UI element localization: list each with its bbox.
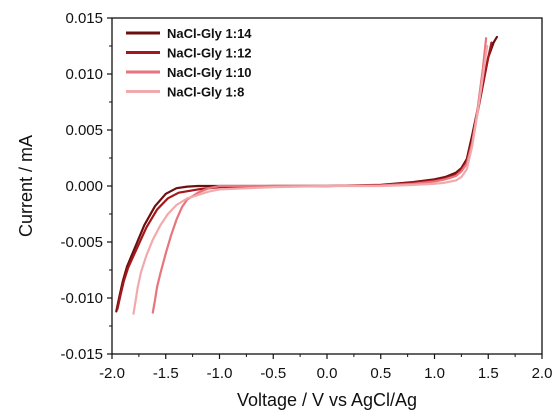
- series-line-4: [132, 44, 489, 315]
- y-axis-ticks: -0.015 -0.010 -0.005 0.000 0.005 0.010 0.015: [60, 10, 112, 363]
- series-layer: [115, 35, 498, 315]
- y-tick-label: -0.005: [60, 234, 103, 251]
- legend: NaCl-Gly 1:14 NaCl-Gly 1:12 NaCl-Gly 1:10 N…: [126, 26, 252, 100]
- legend-label-2: NaCl-Gly 1:12: [167, 46, 252, 61]
- y-tick-label: 0.015: [65, 10, 103, 27]
- y-axis-title: Current / mA: [16, 135, 36, 237]
- series-line-2: [116, 41, 493, 311]
- y-tick-label: -0.015: [60, 346, 103, 363]
- legend-label-1: NaCl-Gly 1:14: [167, 26, 252, 41]
- x-tick-label: -0.5: [260, 365, 286, 382]
- legend-label-3: NaCl-Gly 1:10: [167, 65, 252, 80]
- x-tick-label: 1.0: [424, 365, 445, 382]
- x-axis-title: Voltage / V vs AgCl/Ag: [237, 390, 417, 410]
- y-tick-label: 0.005: [65, 122, 103, 139]
- x-tick-label: 0.0: [317, 365, 338, 382]
- x-tick-label: 1.5: [478, 365, 499, 382]
- x-axis-ticks: -2.0 -1.5 -1.0 -0.5 0.0 0.5 1.0 1.5 2.0: [99, 354, 552, 382]
- x-tick-label: -2.0: [99, 365, 125, 382]
- x-tick-label: 0.5: [370, 365, 391, 382]
- x-tick-label: -1.0: [207, 365, 233, 382]
- x-tick-label: -1.5: [153, 365, 179, 382]
- y-tick-label: 0.010: [65, 66, 103, 83]
- y-tick-label: 0.000: [65, 178, 103, 195]
- legend-label-4: NaCl-Gly 1:8: [167, 85, 244, 100]
- x-tick-label: 2.0: [532, 365, 553, 382]
- y-tick-label: -0.010: [60, 290, 103, 307]
